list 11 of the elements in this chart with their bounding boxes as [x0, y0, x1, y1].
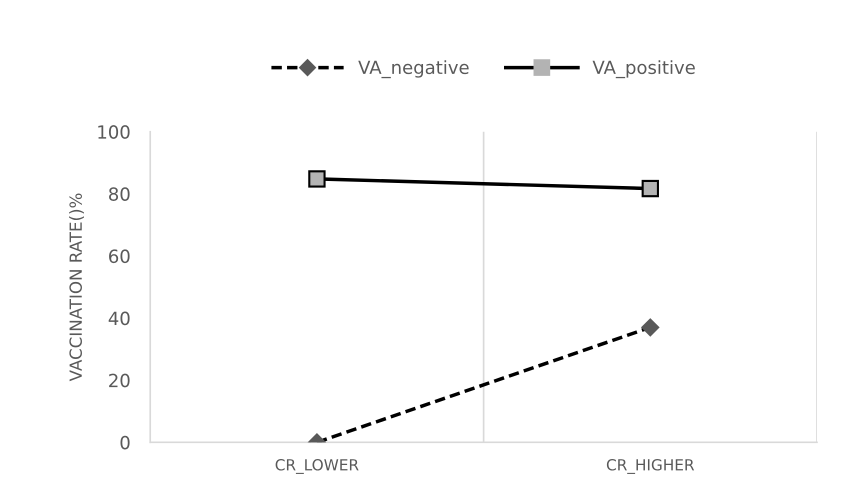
y-tick-label: 60: [109, 249, 130, 264]
y-tick-label: 0: [120, 436, 130, 450]
legend-label: VA_negative: [358, 60, 469, 78]
y-axis-title: VACCINATION RATE()%: [69, 194, 84, 382]
y-tick-label: 100: [98, 125, 130, 139]
legend-label: VA_positive: [592, 60, 695, 78]
y-tick-label: 40: [108, 312, 130, 326]
y-tick-label: 80: [109, 187, 130, 201]
x-tick-label: CR_HIGHER: [606, 458, 694, 474]
y-tick-label: 20: [109, 374, 130, 388]
x-tick-label: CR_LOWER: [276, 458, 359, 474]
